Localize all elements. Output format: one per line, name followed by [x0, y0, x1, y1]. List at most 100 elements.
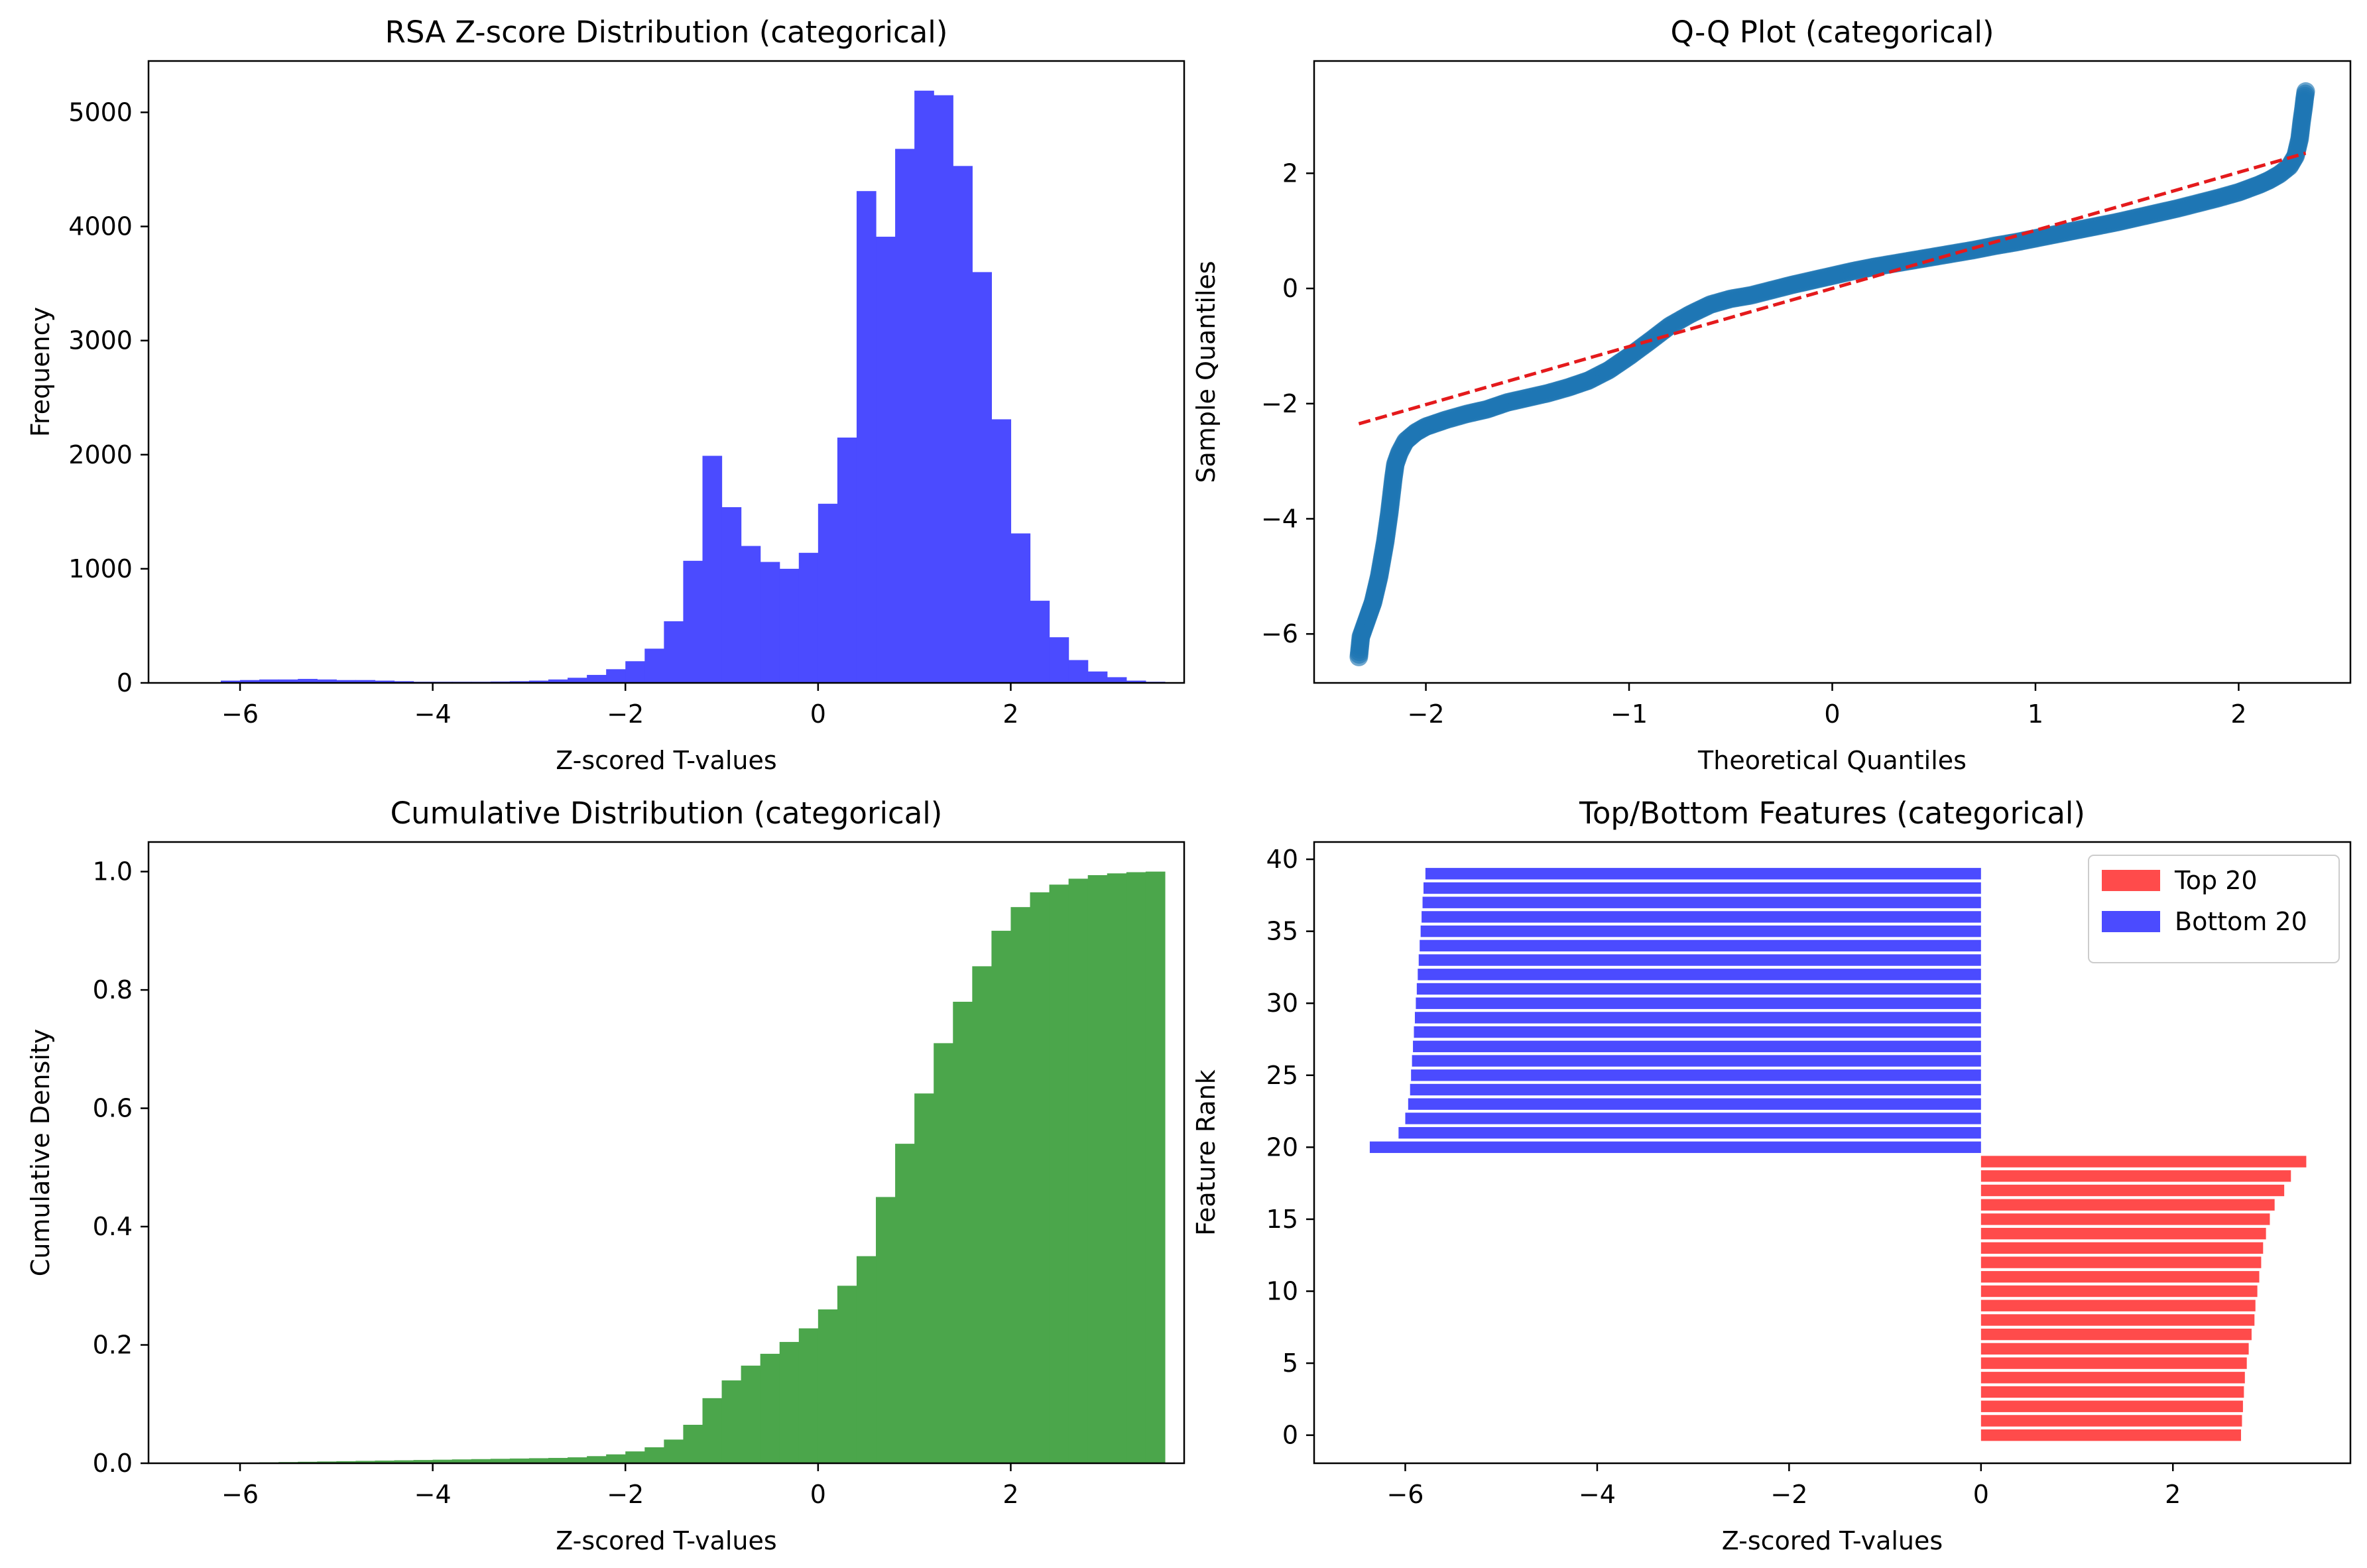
- histogram-bar: [798, 552, 819, 683]
- plot-frame: [1313, 841, 2352, 1465]
- histogram-bars: [201, 90, 1166, 683]
- histogram-bar: [934, 95, 953, 683]
- histogram-bar: [837, 1286, 857, 1463]
- y-tick-label: 15: [1266, 1205, 1298, 1234]
- histogram-bar: [317, 1461, 337, 1463]
- x-tick-label: −6: [1386, 1480, 1424, 1509]
- histogram-bar: [1049, 637, 1069, 683]
- y-tick-label: 40: [1266, 845, 1298, 874]
- histogram-bar: [876, 237, 896, 683]
- chart-title: Top/Bottom Features (categorical): [1579, 796, 2085, 831]
- histogram-bar: [259, 679, 279, 683]
- x-tick-label: 0: [1973, 1480, 1989, 1509]
- histogram-bar: [298, 678, 318, 683]
- histogram-bar: [741, 1365, 761, 1463]
- histogram-bar: [760, 562, 780, 683]
- histogram-bar: [548, 1457, 568, 1463]
- feature-bar: [1980, 1357, 2247, 1369]
- feature-bar: [1416, 997, 1981, 1009]
- bar-series-2: [1369, 868, 1981, 1154]
- y-tick-label: 0.6: [93, 1094, 133, 1123]
- feature-bar: [1980, 1256, 2262, 1268]
- feature-bar: [1410, 1083, 1981, 1096]
- histogram-bar: [317, 679, 337, 683]
- feature-bar: [1980, 1285, 2258, 1297]
- y-tick-label: 1.0: [93, 857, 133, 886]
- feature-bar: [1980, 1170, 2291, 1182]
- histogram-bar: [953, 1001, 973, 1463]
- histogram-bar: [240, 680, 260, 683]
- y-tick-label: 20: [1266, 1132, 1298, 1162]
- histogram-bar: [779, 568, 800, 683]
- histogram-bar: [934, 1043, 953, 1463]
- histogram-bar: [606, 1454, 626, 1463]
- x-tick-label: 0: [810, 699, 826, 729]
- chart-panel-4: Top 20 Bottom 20 Top/Bottom Features (cate…: [1191, 796, 2352, 1555]
- y-axis-label: Cumulative Density: [26, 1029, 55, 1276]
- histogram-bar: [972, 966, 992, 1463]
- histogram-bar: [895, 149, 915, 683]
- y-tick-label: 35: [1266, 917, 1298, 946]
- histogram-bar: [683, 1424, 703, 1463]
- histogram-bar: [1030, 601, 1050, 683]
- feature-bar: [1420, 925, 1981, 937]
- histogram-bar: [818, 503, 838, 683]
- feature-bar: [1980, 1314, 2255, 1326]
- plot-area: [201, 90, 1166, 683]
- histogram-bar: [702, 1398, 723, 1463]
- y-tick-label: 2000: [68, 440, 133, 469]
- y-tick-label: 10: [1266, 1277, 1298, 1306]
- histogram-bar: [760, 1353, 780, 1463]
- y-tick-label: −2: [1261, 389, 1298, 418]
- histogram-bar: [375, 680, 395, 683]
- histogram-bar: [1030, 892, 1050, 1463]
- histogram-bar: [471, 1459, 491, 1463]
- x-tick-label: −2: [1770, 1480, 1807, 1509]
- histogram-bar: [664, 1439, 684, 1463]
- chart-panel-1: RSA Z-score Distribution (categorical) Z-…: [26, 15, 1185, 775]
- histogram-bar: [452, 1459, 472, 1463]
- feature-bar: [1980, 1415, 2242, 1427]
- x-tick-label: −4: [414, 699, 452, 729]
- x-axis-label: Z-scored T-values: [1722, 1526, 1943, 1555]
- x-tick-label: −2: [607, 699, 644, 729]
- x-tick-label: −4: [414, 1480, 452, 1509]
- x-axis-label: Z-scored T-values: [556, 746, 776, 775]
- chart-title: RSA Z-score Distribution (categorical): [385, 15, 948, 50]
- histogram-bar: [509, 1458, 530, 1463]
- y-tick-label: 3000: [68, 326, 133, 355]
- histogram-bar: [1126, 680, 1146, 683]
- x-tick-label: 2: [2165, 1480, 2181, 1509]
- histogram-bar: [336, 1461, 356, 1463]
- histogram-bar: [1049, 884, 1069, 1463]
- histogram-bar: [972, 272, 992, 683]
- histogram-bar: [568, 1457, 587, 1463]
- feature-bar: [1980, 1213, 2270, 1225]
- histogram-bar: [1107, 677, 1127, 683]
- histogram-bar: [818, 1309, 838, 1463]
- y-tick-label: 0: [1282, 1421, 1298, 1450]
- histogram-bar: [664, 621, 684, 683]
- legend: Top 20 Bottom 20: [2088, 855, 2340, 963]
- y-tick-label: −6: [1261, 619, 1298, 648]
- y-tick-label: 0: [1282, 274, 1298, 303]
- histogram-bar: [355, 1461, 376, 1463]
- histogram-bar: [278, 679, 298, 683]
- histogram-bar: [914, 1093, 934, 1463]
- x-tick-label: 2: [1002, 1480, 1018, 1509]
- y-tick-label: 0.4: [93, 1212, 133, 1241]
- x-tick-label: 2: [2230, 699, 2246, 729]
- feature-bar: [1980, 1400, 2243, 1412]
- chart-panel-3: Cumulative Distribution (categorical) Z-s…: [26, 796, 1185, 1555]
- x-tick-label: 1: [2028, 699, 2043, 729]
- histogram-bar: [779, 1342, 800, 1463]
- feature-bar: [1412, 1055, 1981, 1067]
- legend-label: Top 20: [2174, 866, 2258, 895]
- histogram-bar: [587, 674, 607, 683]
- histogram-bar: [394, 1460, 414, 1463]
- y-tick-label: 2: [1282, 158, 1298, 188]
- histogram-bar: [355, 680, 376, 683]
- x-tick-label: −4: [1579, 1480, 1616, 1509]
- plot-area: [1369, 868, 2307, 1441]
